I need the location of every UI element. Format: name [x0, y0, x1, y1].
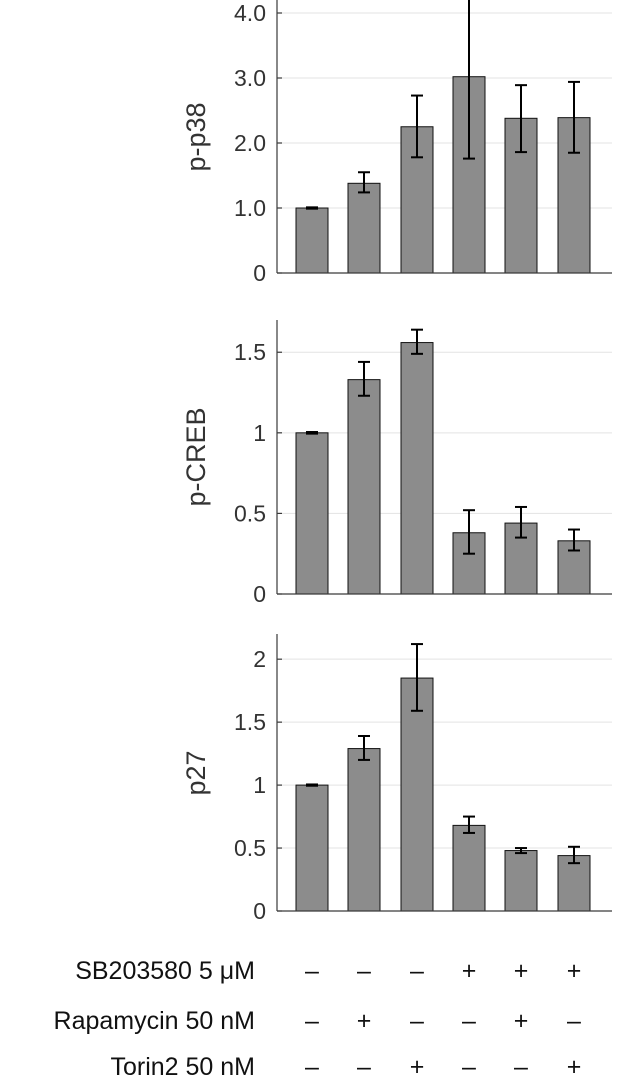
y-tick-label: 2.0	[234, 130, 266, 156]
error-bar	[358, 734, 370, 761]
y-tick-label: 0.5	[234, 500, 266, 526]
condition-sign: +	[357, 1007, 372, 1035]
bar	[295, 784, 329, 912]
y-axis-label: p27	[181, 750, 211, 795]
y-tick-label: 0	[253, 260, 266, 286]
bar	[400, 342, 434, 595]
error-bar	[568, 845, 580, 865]
error-bar	[515, 505, 527, 539]
y-tick-label: 0	[253, 581, 266, 607]
error-bar	[306, 206, 318, 210]
y-axis-label: p-p38	[181, 102, 211, 171]
condition-sign: +	[514, 1007, 529, 1035]
condition-label: SB203580 5 μM	[75, 957, 255, 985]
condition-sign: –	[410, 957, 424, 985]
error-bar	[463, 815, 475, 834]
error-bar	[306, 783, 318, 787]
error-bar	[463, 509, 475, 555]
error-bar	[358, 171, 370, 194]
error-bar	[463, 0, 475, 160]
condition-sign: –	[462, 1007, 476, 1035]
condition-sign: +	[410, 1053, 425, 1078]
error-bar	[306, 431, 318, 435]
y-tick-label: 2	[253, 646, 266, 672]
condition-sign: –	[514, 1053, 528, 1078]
condition-sign: +	[462, 957, 477, 985]
condition-sign: –	[567, 1007, 581, 1035]
bar	[452, 824, 486, 912]
condition-sign: +	[567, 957, 582, 985]
y-tick-label: 0.5	[234, 835, 266, 861]
error-bar	[411, 94, 423, 159]
condition-table: SB203580 5 μM – – – + + + Rapamycin 50 nM – + – – + –…	[54, 957, 582, 1078]
condition-sign: +	[567, 1053, 582, 1078]
error-bar	[568, 528, 580, 552]
condition-sign: –	[305, 1007, 319, 1035]
bar	[347, 379, 381, 595]
condition-sign: –	[305, 957, 319, 985]
bar	[347, 748, 381, 912]
panel-p-CREB: 0 0.5 1 1.5 p-CREB	[181, 320, 612, 607]
error-bar	[515, 847, 527, 855]
condition-sign: –	[305, 1053, 319, 1078]
condition-sign: –	[462, 1053, 476, 1078]
condition-label: Rapamycin 50 nM	[54, 1007, 255, 1035]
y-tick-label: 4.0	[234, 0, 266, 26]
y-tick-label: 0	[253, 898, 266, 924]
y-tick-label: 1	[253, 420, 266, 446]
bar	[295, 207, 329, 274]
bar	[347, 182, 381, 274]
bar	[295, 432, 329, 595]
error-bar	[411, 328, 423, 355]
y-tick-label: 1.5	[234, 339, 266, 365]
error-bar	[515, 84, 527, 154]
y-axis-label: p-CREB	[181, 407, 211, 506]
condition-sign: –	[357, 957, 371, 985]
panel-p27: 0 0.5 1 1.5 2 p27	[181, 634, 612, 924]
y-tick-label: 1.5	[234, 709, 266, 735]
panel-p-p38: 0 1.0 2.0 3.0 4.0 p-p38	[181, 0, 612, 286]
condition-sign: +	[514, 957, 529, 985]
bar	[504, 850, 538, 912]
error-bar	[411, 643, 423, 712]
condition-sign: –	[410, 1007, 424, 1035]
condition-sign: –	[357, 1053, 371, 1078]
y-tick-label: 3.0	[234, 65, 266, 91]
bar	[400, 677, 434, 912]
y-tick-label: 1	[253, 772, 266, 798]
condition-label: Torin2 50 nM	[110, 1053, 255, 1078]
error-bar	[358, 360, 370, 397]
y-tick-label: 1.0	[234, 195, 266, 221]
error-bar	[568, 80, 580, 154]
